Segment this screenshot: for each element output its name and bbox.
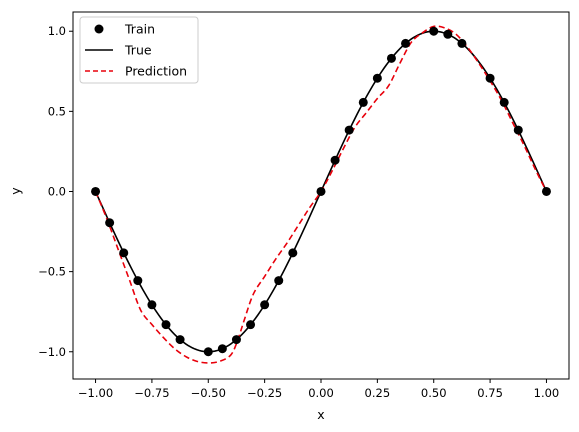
x-tick-label: 0.25: [365, 386, 391, 400]
y-axis-label: y: [8, 187, 23, 195]
train-point: [161, 320, 171, 330]
y-tick-label: 0.0: [48, 184, 66, 198]
legend-marker-train: [94, 24, 104, 34]
x-tick-label: −0.50: [191, 386, 226, 400]
x-tick-label: 0.50: [421, 386, 447, 400]
train-point: [231, 335, 241, 345]
train-point: [133, 276, 143, 286]
train-point: [386, 53, 396, 63]
train-point: [344, 125, 354, 135]
legend-box: [79, 16, 199, 84]
x-axis-label: x: [317, 407, 324, 422]
legend-label-true: True: [124, 43, 152, 58]
train-point: [91, 186, 101, 196]
legend-label-train: Train: [124, 22, 155, 37]
y-tick-label: −1.0: [38, 345, 66, 359]
train-point: [288, 248, 298, 258]
train-point: [217, 344, 227, 354]
y-tick-label: 0.5: [48, 104, 66, 118]
train-point: [358, 97, 368, 107]
train-point: [401, 38, 411, 48]
train-point: [429, 26, 439, 36]
train-point: [372, 73, 382, 83]
train-point: [316, 186, 326, 196]
axes: −1.00 −0.75 −0.50 −0.25 0.00 0.25 0.50 0.75 1.00…: [38, 11, 570, 400]
y-tick-label: 1.0: [48, 24, 66, 38]
train-point: [260, 300, 270, 310]
train-point: [541, 186, 551, 196]
train-point: [485, 73, 495, 83]
y-tick-label: −0.5: [38, 265, 66, 279]
train-point: [443, 29, 453, 39]
train-point: [175, 335, 185, 345]
train-point: [246, 320, 256, 330]
plot-markers: [91, 26, 551, 357]
train-point: [513, 125, 523, 135]
train-point: [119, 248, 129, 258]
series-line-prediction: [94, 25, 548, 364]
train-point: [499, 97, 509, 107]
x-tick-label: 0.75: [477, 386, 503, 400]
train-point: [457, 38, 467, 48]
x-tick-label: −0.75: [134, 386, 169, 400]
legend-label-prediction: Prediction: [125, 64, 187, 79]
train-point: [105, 218, 115, 228]
x-tick-label: 0.00: [308, 386, 334, 400]
legend: Train True Prediction: [79, 16, 199, 84]
train-point: [147, 300, 157, 310]
train-point: [330, 155, 340, 165]
x-tick-label: −1.00: [78, 386, 113, 400]
train-point: [203, 347, 213, 357]
x-tick-label: 1.00: [534, 386, 560, 400]
train-point: [274, 276, 284, 286]
x-tick-label: −0.25: [247, 386, 282, 400]
